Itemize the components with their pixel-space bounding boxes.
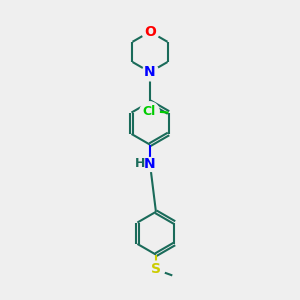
Text: Cl: Cl [142, 105, 156, 118]
Text: H: H [135, 158, 146, 170]
Text: N: N [144, 65, 156, 79]
Text: O: O [144, 25, 156, 39]
Text: N: N [144, 157, 156, 171]
Text: S: S [151, 262, 161, 277]
